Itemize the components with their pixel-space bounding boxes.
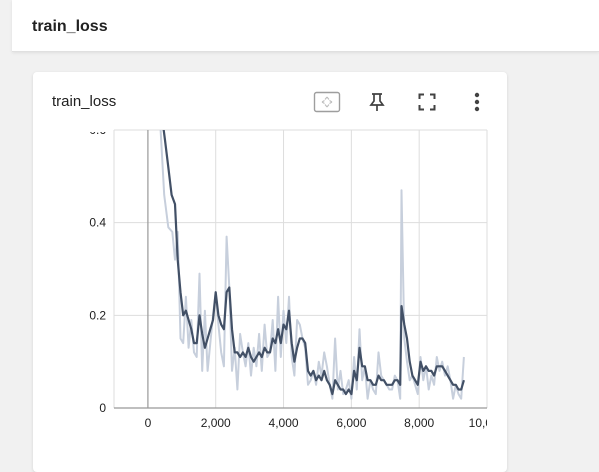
y-tick-label: 0.2	[89, 308, 106, 322]
x-tick-label: 10,000	[469, 416, 506, 430]
fit-domain-icon	[313, 91, 341, 113]
x-tick-label: 6,000	[336, 416, 366, 430]
raw-series-line	[159, 130, 465, 400]
section-title: train_loss	[32, 18, 108, 35]
y-tick-label: 0	[99, 401, 106, 415]
smoothed-series	[162, 130, 465, 396]
card-title: train_loss	[52, 93, 117, 110]
section-header: train_loss	[12, 0, 599, 52]
pin-button[interactable]	[363, 89, 391, 115]
chart-card: train_loss 0 2,000 4,000 6,000 8,000 10,000 0 0…	[33, 72, 507, 472]
chart-axes	[114, 130, 487, 409]
loss-chart[interactable]: 0 2,000 4,000 6,000 8,000 10,000 0 0.2 0.4 0.6	[33, 72, 507, 462]
fullscreen-icon	[418, 93, 436, 111]
tick-labels: 0 2,000 4,000 6,000 8,000 10,000 0 0.2 0.4 0.6	[89, 123, 506, 430]
x-tick-label: 0	[145, 416, 152, 430]
fit-domain-button[interactable]	[313, 89, 341, 115]
more-options-button[interactable]	[463, 89, 491, 115]
y-tick-label: 0.4	[89, 216, 106, 230]
x-tick-label: 8,000	[404, 416, 434, 430]
y-tick-label: 0.6	[89, 123, 106, 137]
x-tick-label: 4,000	[269, 416, 299, 430]
x-tick-label: 2,000	[201, 416, 231, 430]
smoothed-series-line	[162, 130, 465, 396]
pin-icon	[369, 93, 385, 111]
fullscreen-button[interactable]	[413, 89, 441, 115]
raw-series	[159, 130, 465, 400]
more-vert-icon	[474, 92, 480, 112]
